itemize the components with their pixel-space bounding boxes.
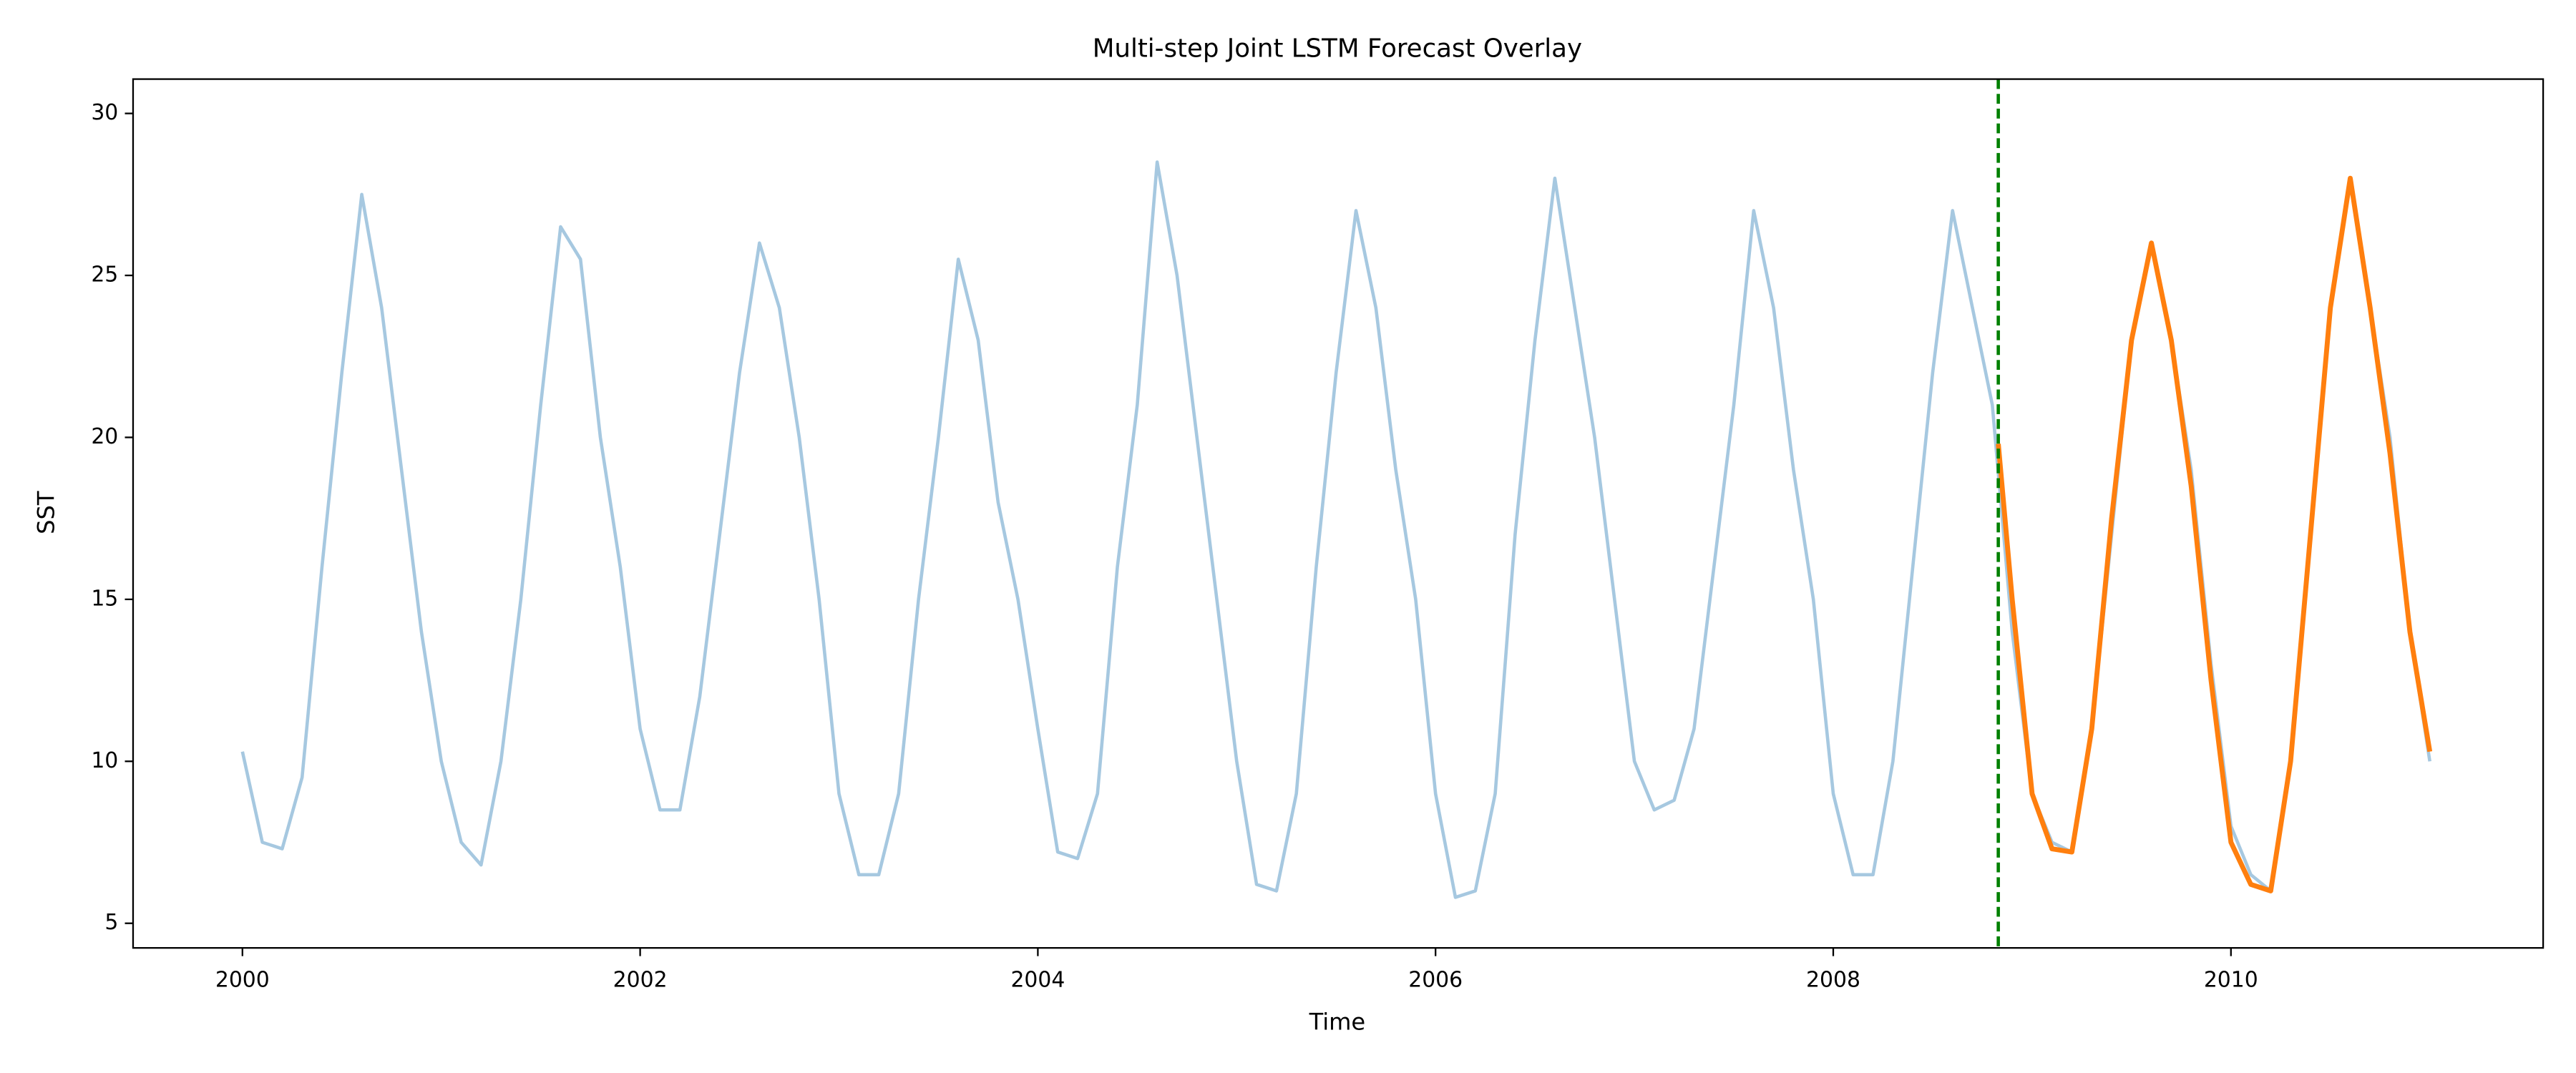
x-tick-label: 2010 bbox=[2204, 968, 2258, 993]
x-axis-label: Time bbox=[1309, 1009, 1366, 1036]
plot-frame bbox=[132, 78, 2545, 949]
y-tick-label: 5 bbox=[104, 910, 118, 935]
x-tick-label: 2002 bbox=[613, 968, 668, 993]
x-tick-label: 2008 bbox=[1806, 968, 1860, 993]
x-tick-label: 2006 bbox=[1408, 968, 1463, 993]
y-tick-label: 20 bbox=[91, 424, 118, 449]
y-axis-label: SST bbox=[33, 491, 60, 534]
series-line bbox=[1996, 175, 2433, 893]
y-tick-label: 30 bbox=[91, 100, 118, 125]
y-tick-label: 15 bbox=[91, 586, 118, 611]
y-tick-label: 25 bbox=[91, 263, 118, 288]
x-tick-label: 2000 bbox=[215, 968, 270, 993]
chart-title: Multi-step Joint LSTM Forecast Overlay bbox=[1093, 34, 1582, 63]
y-tick-label: 10 bbox=[91, 748, 118, 773]
x-tick-label: 2004 bbox=[1010, 968, 1065, 993]
